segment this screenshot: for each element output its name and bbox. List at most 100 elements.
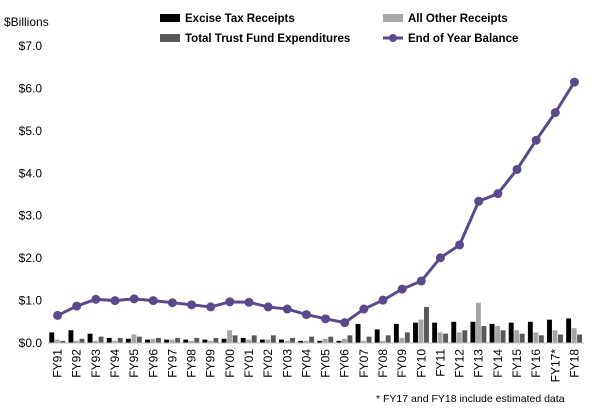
y-tick-label: $5.0: [19, 124, 43, 138]
bar: [290, 337, 295, 343]
bar: [322, 338, 328, 343]
x-axis-ticks: FY91 FY92 FY93 FY94 FY95 FY96 FY97 FY98 FY99 FY00…: [51, 349, 582, 383]
bar: [500, 330, 506, 343]
legend-swatch-expenditures: [160, 34, 180, 42]
bar: [366, 336, 372, 343]
x-tick-label: FY02: [261, 349, 275, 378]
bar: [533, 332, 539, 343]
bar: [136, 336, 142, 343]
bar: [131, 334, 137, 343]
bar: [73, 340, 79, 343]
x-tick-label: FY07: [357, 349, 371, 378]
balance-point: [263, 302, 273, 312]
bar: [202, 339, 208, 343]
bar: [462, 330, 468, 343]
bar: [112, 340, 118, 343]
bar: [443, 333, 449, 343]
balance-point: [110, 296, 120, 306]
legend-swatch-other: [383, 14, 403, 22]
balance-point: [569, 77, 579, 87]
balance-point: [301, 310, 311, 320]
bar: [393, 323, 399, 343]
balance-point: [550, 108, 560, 118]
bar: [456, 332, 462, 343]
x-tick-label: FY11: [433, 349, 447, 377]
x-tick-label: FY91: [51, 349, 65, 378]
balance-point: [359, 304, 369, 314]
y-tick-label: $1.0: [19, 294, 43, 308]
balance-point: [167, 298, 177, 308]
bars: [49, 302, 583, 343]
bar: [145, 339, 150, 343]
bar: [374, 329, 380, 343]
bar: [328, 336, 334, 343]
bar: [317, 340, 323, 343]
bar: [336, 340, 342, 343]
bar: [538, 335, 544, 343]
balance-point: [397, 284, 407, 294]
bar: [514, 330, 520, 343]
x-tick-label: FY97: [165, 349, 179, 378]
y-tick-label: $0.0: [19, 336, 43, 350]
x-tick-label: FY17*: [548, 349, 562, 383]
x-tick-label: FY99: [204, 349, 218, 378]
bar: [259, 339, 265, 343]
balance-point: [435, 253, 445, 263]
bar: [221, 338, 227, 343]
bar: [418, 319, 424, 343]
legend-swatch-excise: [160, 14, 180, 22]
bar: [399, 337, 405, 343]
balance-point: [493, 189, 503, 199]
bar: [156, 337, 161, 343]
bar: [183, 339, 189, 343]
bar: [361, 340, 367, 343]
bar: [125, 338, 131, 343]
balance-point: [512, 164, 522, 174]
bar: [552, 330, 558, 343]
bar: [527, 321, 533, 343]
bar: [240, 337, 246, 343]
bar: [341, 338, 347, 343]
y-axis-ticks: $0.0 $1.0 $2.0 $3.0 $4.0 $5.0 $6.0 $7.0: [19, 39, 43, 350]
balance-point: [282, 304, 292, 314]
x-tick-label: FY06: [338, 349, 352, 378]
bar: [207, 340, 213, 343]
bar: [577, 334, 583, 343]
bar: [93, 340, 99, 343]
bar: [194, 337, 200, 343]
balance-points: [53, 77, 579, 328]
legend: Excise Tax Receipts All Other Receipts T…: [160, 13, 518, 45]
x-tick-label: FY01: [242, 349, 256, 378]
bar: [481, 326, 487, 343]
x-tick-label: FY00: [223, 349, 237, 378]
bar: [117, 337, 123, 343]
x-tick-label: FY05: [319, 349, 333, 378]
x-tick-label: FY14: [491, 349, 505, 378]
balance-point: [129, 294, 139, 304]
bar: [475, 302, 481, 343]
y-unit-label: $Billions: [4, 15, 49, 29]
balance-point: [340, 318, 350, 328]
balance-point: [531, 135, 541, 145]
bar: [424, 306, 429, 343]
bar: [558, 334, 563, 343]
x-tick-label: FY12: [453, 349, 467, 378]
bar: [79, 338, 85, 343]
balance-point: [225, 297, 235, 307]
balance-point: [72, 301, 82, 311]
legend-label-balance: End of Year Balance: [408, 33, 518, 45]
bar: [451, 321, 457, 343]
bar: [380, 340, 386, 343]
bar: [495, 326, 501, 343]
bar: [98, 336, 104, 343]
bar: [404, 332, 410, 343]
x-tick-label: FY92: [70, 349, 84, 378]
balance-point: [321, 314, 331, 324]
y-tick-label: $6.0: [19, 81, 43, 95]
footnote: * FY17 and FY18 include estimated data: [376, 393, 565, 405]
bar: [270, 335, 276, 343]
balance-point: [244, 297, 254, 307]
bar: [169, 339, 175, 343]
bar: [54, 339, 60, 343]
